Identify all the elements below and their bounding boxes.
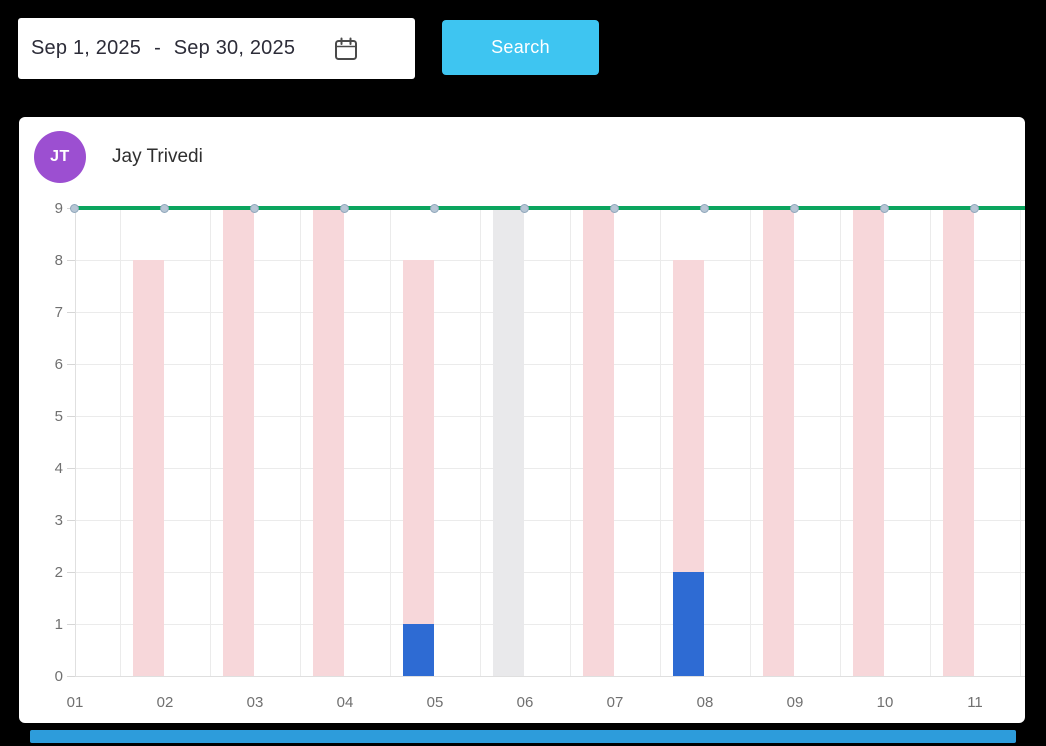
x-gridline xyxy=(660,208,661,676)
x-axis-label-04: 04 xyxy=(336,694,354,711)
employee-name: Jay Trivedi xyxy=(112,146,203,167)
x-axis-label-10: 10 xyxy=(876,694,894,711)
y-axis-tick xyxy=(67,520,75,521)
y-axis-tick xyxy=(67,260,75,261)
y-gridline xyxy=(75,364,1025,365)
target-line-point-10 xyxy=(880,204,889,213)
x-gridline xyxy=(210,208,211,676)
x-gridline xyxy=(750,208,751,676)
target-line-point-11 xyxy=(970,204,979,213)
bar-10-series-pink xyxy=(853,208,884,676)
target-line xyxy=(72,206,1025,210)
attendance-chart: 0 1 2 3 4 5 6 7 8 9 01 02 03 04 05 06 07 08 09 10 11 xyxy=(55,201,1025,711)
y-gridline xyxy=(75,260,1025,261)
employee-report-card: JT Jay Trivedi 0 1 2 3 4 5 6 7 8 9 01 02 03 04 05 06 07 0… xyxy=(19,117,1025,723)
target-line-point-01 xyxy=(70,204,79,213)
x-axis-label-05: 05 xyxy=(426,694,444,711)
target-line-point-02 xyxy=(160,204,169,213)
y-axis-tick xyxy=(67,416,75,417)
y-axis-label: 9 xyxy=(54,200,63,217)
x-gridline xyxy=(390,208,391,676)
target-line-point-05 xyxy=(430,204,439,213)
employee-avatar: JT xyxy=(34,131,86,183)
y-gridline xyxy=(75,468,1025,469)
bar-05-series-blue xyxy=(403,624,434,676)
target-line-point-08 xyxy=(700,204,709,213)
y-axis-label: 2 xyxy=(54,564,63,581)
x-gridline xyxy=(1020,208,1021,676)
y-gridline xyxy=(75,624,1025,625)
x-axis-label-07: 07 xyxy=(606,694,624,711)
bar-02-series-pink xyxy=(133,260,164,676)
y-gridline xyxy=(75,416,1025,417)
y-axis-label: 4 xyxy=(54,460,63,477)
x-axis-label-01: 01 xyxy=(66,694,84,711)
target-line-point-09 xyxy=(790,204,799,213)
bar-08-series-pink xyxy=(673,260,704,572)
y-axis-label: 8 xyxy=(54,252,63,269)
y-axis-tick xyxy=(67,624,75,625)
x-gridline xyxy=(930,208,931,676)
x-axis-label-02: 02 xyxy=(156,694,174,711)
y-axis-tick xyxy=(67,572,75,573)
x-gridline xyxy=(570,208,571,676)
x-axis-label-09: 09 xyxy=(786,694,804,711)
x-gridline xyxy=(840,208,841,676)
y-axis-tick xyxy=(67,676,75,677)
y-axis-label: 1 xyxy=(54,616,63,633)
employee-header: JT Jay Trivedi xyxy=(34,131,203,183)
y-gridline xyxy=(75,312,1025,313)
y-axis-label: 6 xyxy=(54,356,63,373)
bar-04-series-pink xyxy=(313,208,344,676)
calendar-icon[interactable] xyxy=(333,36,359,62)
x-gridline xyxy=(480,208,481,676)
y-axis-tick xyxy=(67,312,75,313)
bar-05-series-pink xyxy=(403,260,434,624)
target-line-point-06 xyxy=(520,204,529,213)
y-axis-label: 5 xyxy=(54,408,63,425)
bar-07-series-pink xyxy=(583,208,614,676)
target-line-point-03 xyxy=(250,204,259,213)
date-range-end: Sep 30, 2025 xyxy=(173,37,296,59)
bar-11-series-pink xyxy=(943,208,974,676)
bar-06-series-gray xyxy=(493,208,524,676)
y-axis-line xyxy=(75,208,76,676)
horizontal-scrollbar[interactable] xyxy=(30,730,1016,743)
x-axis-label-06: 06 xyxy=(516,694,534,711)
bar-03-series-pink xyxy=(223,208,254,676)
y-gridline xyxy=(75,572,1025,573)
x-axis-label-03: 03 xyxy=(246,694,264,711)
search-button[interactable]: Search xyxy=(442,20,599,75)
y-axis-label: 3 xyxy=(54,512,63,529)
date-range-separator: - xyxy=(154,37,161,59)
y-gridline xyxy=(75,676,1025,677)
target-line-point-07 xyxy=(610,204,619,213)
x-axis-label-11: 11 xyxy=(967,694,983,711)
bar-09-series-pink xyxy=(763,208,794,676)
y-axis-tick xyxy=(67,468,75,469)
x-gridline xyxy=(300,208,301,676)
y-axis-tick xyxy=(67,364,75,365)
y-axis-label: 7 xyxy=(54,304,63,321)
x-axis-label-08: 08 xyxy=(696,694,714,711)
date-range-start: Sep 1, 2025 xyxy=(31,37,142,59)
date-range-picker[interactable]: Sep 1, 2025 - Sep 30, 2025 xyxy=(18,18,415,79)
bar-08-series-blue xyxy=(673,572,704,676)
y-gridline xyxy=(75,520,1025,521)
target-line-point-04 xyxy=(340,204,349,213)
y-axis-label: 0 xyxy=(54,668,63,685)
x-gridline xyxy=(120,208,121,676)
